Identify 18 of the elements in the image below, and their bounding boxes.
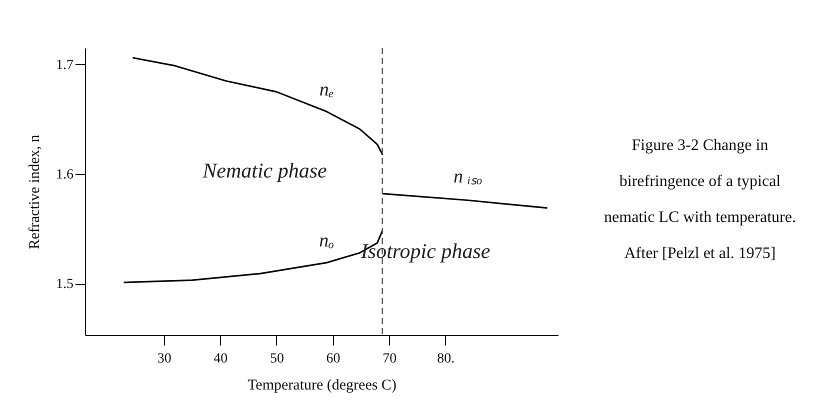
y-axis-title: Refractive index, n	[27, 134, 43, 250]
x-tick-label: 30	[157, 352, 172, 366]
annotation: Isotropic phase	[360, 238, 490, 263]
series-label: nₒ	[319, 230, 334, 252]
x-axis-title: Temperature (degrees C)	[248, 378, 396, 394]
x-tick-label: 80.	[437, 352, 455, 366]
y-tick-label: 1.5	[56, 277, 74, 292]
y-tick-label: 1.7	[56, 58, 74, 73]
caption: Figure 3-2 Change in birefringence of a typical nematic LC with temperature. After [Pelzl et al. 1975]	[603, 136, 797, 264]
series-label: n ᵢₛₒ	[454, 166, 482, 188]
x-tick-label: 60	[326, 352, 340, 366]
x-tick-label: 70	[382, 352, 397, 366]
annotation: Nematic phase	[202, 158, 327, 182]
x-tick-label: 40	[214, 352, 228, 366]
y-tick-label: 1.6	[56, 167, 74, 182]
line-series	[132, 57, 384, 156]
series-label: nₑ	[319, 80, 334, 101]
x-tick-label: 50	[270, 352, 284, 366]
